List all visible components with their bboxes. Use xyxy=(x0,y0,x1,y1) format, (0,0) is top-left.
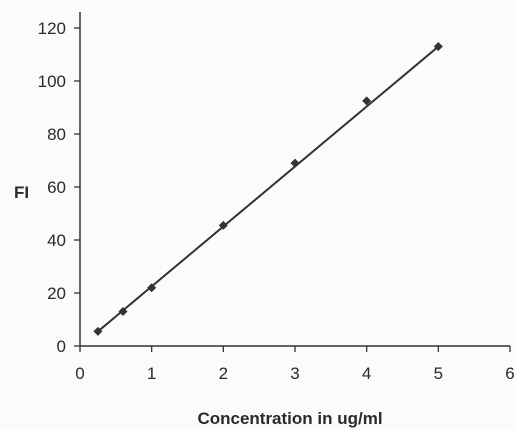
y-tick-label: 80 xyxy=(47,125,66,144)
data-point xyxy=(290,158,300,168)
x-axis-title: Concentration in ug/ml xyxy=(197,409,382,428)
x-tick-label: 0 xyxy=(75,364,84,383)
data-point xyxy=(362,96,372,106)
trendline xyxy=(97,45,439,333)
x-tick-label: 2 xyxy=(219,364,228,383)
data-point xyxy=(93,326,103,336)
y-tick-label: 40 xyxy=(47,231,66,250)
y-tick-label: 100 xyxy=(38,72,66,91)
y-tick-label: 0 xyxy=(57,337,66,356)
y-tick-label: 60 xyxy=(47,178,66,197)
axes xyxy=(79,12,510,347)
data-point xyxy=(433,42,443,52)
x-ticks: 0 1 2 3 4 5 6 xyxy=(75,346,515,383)
data-point xyxy=(118,307,128,317)
y-axis-title: FI xyxy=(14,183,29,202)
x-tick-label: 3 xyxy=(290,364,299,383)
y-tick-label: 20 xyxy=(47,284,66,303)
data-point xyxy=(147,283,157,293)
data-point xyxy=(218,220,228,230)
data-points xyxy=(93,42,443,336)
x-tick-label: 1 xyxy=(147,364,156,383)
x-tick-label: 6 xyxy=(505,364,514,383)
trendline-group xyxy=(97,45,439,333)
x-tick-label: 5 xyxy=(434,364,443,383)
y-ticks: 0 20 40 60 80 100 120 xyxy=(38,19,80,356)
x-tick-label: 4 xyxy=(362,364,371,383)
y-tick-label: 120 xyxy=(38,19,66,38)
